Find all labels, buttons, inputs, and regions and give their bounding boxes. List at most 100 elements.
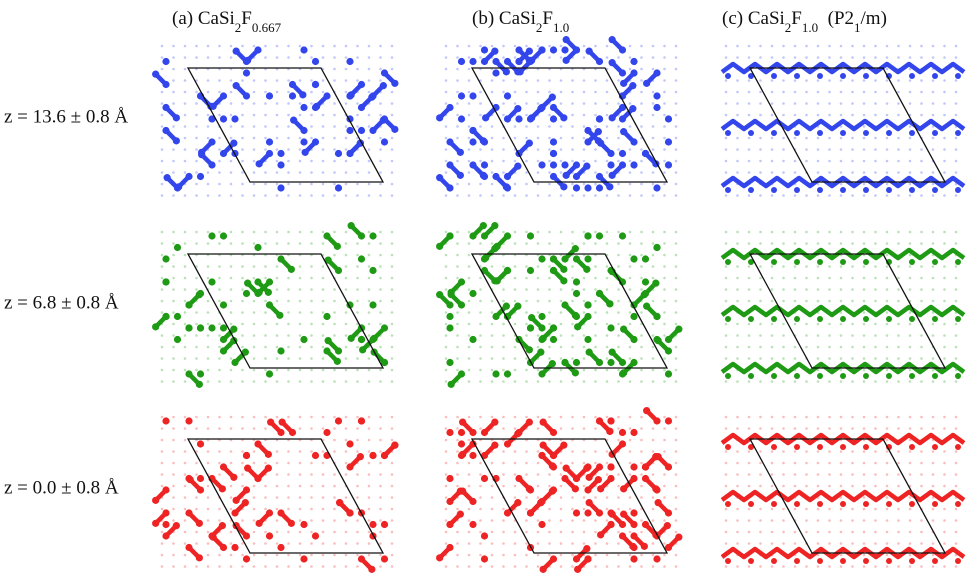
lattice-dot (943, 276, 946, 280)
lattice-dot (513, 357, 517, 360)
atom (863, 558, 869, 564)
lattice-dot (559, 288, 563, 291)
atom (311, 451, 320, 460)
lattice-dot (379, 194, 382, 197)
lattice-dot (839, 136, 843, 140)
atom (863, 373, 869, 379)
atom (323, 312, 331, 321)
title-text: F (791, 8, 802, 29)
lattice-dot (298, 79, 302, 82)
lattice-dot (747, 113, 751, 117)
atom (208, 324, 216, 332)
atom (538, 451, 546, 460)
lattice-dot (275, 380, 279, 383)
lattice-dot (356, 276, 359, 280)
lattice-dot (206, 450, 210, 453)
lattice-dot (490, 357, 494, 360)
lattice-dot (571, 276, 574, 280)
lattice-dot (874, 56, 877, 59)
lattice-dot (264, 484, 267, 488)
lattice-dot (805, 194, 808, 197)
atom (618, 232, 627, 240)
lattice-dot (218, 230, 221, 234)
lattice-dot (356, 182, 359, 186)
unit-cell (470, 438, 669, 554)
lattice-dot (759, 159, 762, 163)
lattice-dot (444, 102, 448, 105)
lattice-dot (513, 553, 517, 557)
lattice-dot (321, 171, 325, 174)
lattice-dot (747, 484, 751, 488)
lattice-dot (367, 368, 371, 372)
lattice-dot (502, 194, 505, 197)
lattice-dot (195, 542, 198, 545)
atom (618, 149, 627, 158)
lattice-dot (310, 79, 313, 82)
lattice-dot (759, 507, 762, 511)
lattice-dot (444, 519, 448, 522)
atom (817, 501, 823, 507)
lattice-dot (582, 461, 586, 465)
lattice-dot (160, 438, 164, 442)
atom (537, 105, 545, 113)
lattice-dot (379, 182, 382, 186)
lattice-dot (828, 90, 831, 94)
lattice-dot (333, 67, 336, 71)
atom (607, 324, 615, 332)
atom (863, 130, 869, 136)
lattice-dot (736, 542, 739, 545)
atom (173, 243, 182, 252)
lattice-dot (218, 345, 221, 349)
lattice-dot (287, 415, 290, 419)
lattice-dot (663, 519, 666, 522)
lattice-dot (287, 473, 290, 476)
lattice-dot (782, 473, 785, 476)
lattice-dot (513, 265, 517, 268)
lattice-dot (275, 242, 279, 245)
lattice-dot (287, 530, 290, 534)
atom (219, 232, 228, 240)
lattice-dot (747, 530, 751, 534)
lattice-dot (582, 56, 586, 59)
lattice-dot (736, 473, 739, 476)
lattice-dot (525, 473, 528, 476)
lattice-dot (229, 194, 233, 197)
lattice-dot (390, 473, 394, 476)
lattice-dot (287, 276, 290, 280)
lattice-dot (229, 530, 233, 534)
atom (560, 114, 568, 122)
lattice-dot (674, 102, 678, 105)
lattice-dot (513, 182, 517, 186)
lattice-dot (828, 415, 831, 419)
lattice-dot (367, 438, 371, 442)
atom (515, 115, 523, 123)
lattice-dot (736, 113, 739, 117)
lattice-dot (287, 565, 290, 568)
lattice-dot (839, 507, 843, 511)
lattice-dot (943, 265, 946, 268)
lattice-dot (536, 461, 540, 465)
lattice-dot (479, 56, 482, 59)
lattice-dot (674, 345, 678, 349)
lattice-dot (663, 253, 666, 257)
lattice-dot (548, 380, 551, 383)
lattice-dot (674, 368, 678, 372)
atom (562, 56, 570, 64)
lattice-dot (617, 242, 620, 245)
lattice-dot (724, 56, 728, 59)
atom (584, 184, 592, 192)
lattice-dot (333, 380, 336, 383)
lattice-dot (367, 265, 371, 268)
lattice-dot (490, 484, 494, 488)
lattice-dot (321, 334, 325, 337)
lattice-dot (356, 553, 359, 557)
lattice-dot (943, 519, 946, 522)
lattice-dot (379, 415, 382, 419)
lattice-dot (525, 461, 528, 465)
lattice-dot (805, 484, 808, 488)
lattice-dot (548, 288, 551, 291)
lattice-dot (298, 56, 302, 59)
atom (347, 91, 355, 99)
lattice-dot (206, 230, 210, 234)
lattice-dot (828, 357, 831, 360)
